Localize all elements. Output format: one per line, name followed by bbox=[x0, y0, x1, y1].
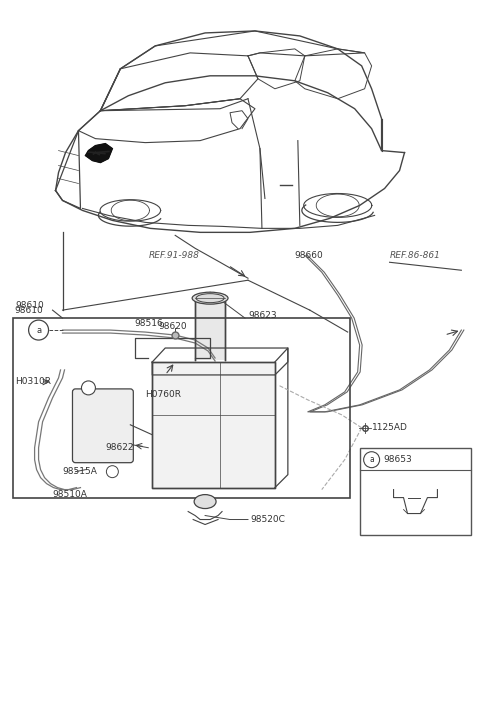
Polygon shape bbox=[85, 144, 112, 162]
Bar bbox=[360, 447, 471, 535]
Text: 98620: 98620 bbox=[158, 322, 187, 330]
Circle shape bbox=[364, 452, 380, 468]
Text: H0310R: H0310R bbox=[15, 377, 51, 386]
Text: H0760R: H0760R bbox=[145, 391, 181, 399]
Bar bbox=[12, 318, 350, 498]
Circle shape bbox=[29, 320, 48, 340]
Text: 1125AD: 1125AD bbox=[372, 423, 408, 432]
Text: a: a bbox=[369, 455, 374, 464]
Text: 98510A: 98510A bbox=[52, 490, 87, 499]
Polygon shape bbox=[152, 362, 275, 488]
Text: 98653: 98653 bbox=[384, 455, 412, 464]
Circle shape bbox=[107, 466, 119, 478]
Text: 98516: 98516 bbox=[134, 319, 163, 328]
Text: 98623: 98623 bbox=[248, 311, 276, 320]
Text: 98622: 98622 bbox=[106, 443, 134, 452]
Ellipse shape bbox=[192, 292, 228, 304]
Circle shape bbox=[82, 381, 96, 395]
Text: REF.91-988: REF.91-988 bbox=[148, 251, 199, 260]
Text: 98520C: 98520C bbox=[250, 515, 285, 524]
Text: a: a bbox=[36, 325, 41, 335]
Text: 98660: 98660 bbox=[295, 251, 324, 260]
Ellipse shape bbox=[194, 495, 216, 508]
FancyBboxPatch shape bbox=[72, 389, 133, 463]
Text: 98515A: 98515A bbox=[62, 467, 97, 476]
Polygon shape bbox=[195, 300, 225, 360]
Text: 98610: 98610 bbox=[16, 301, 45, 310]
Text: REF.86-861: REF.86-861 bbox=[390, 251, 441, 260]
Text: 98610: 98610 bbox=[15, 306, 43, 315]
